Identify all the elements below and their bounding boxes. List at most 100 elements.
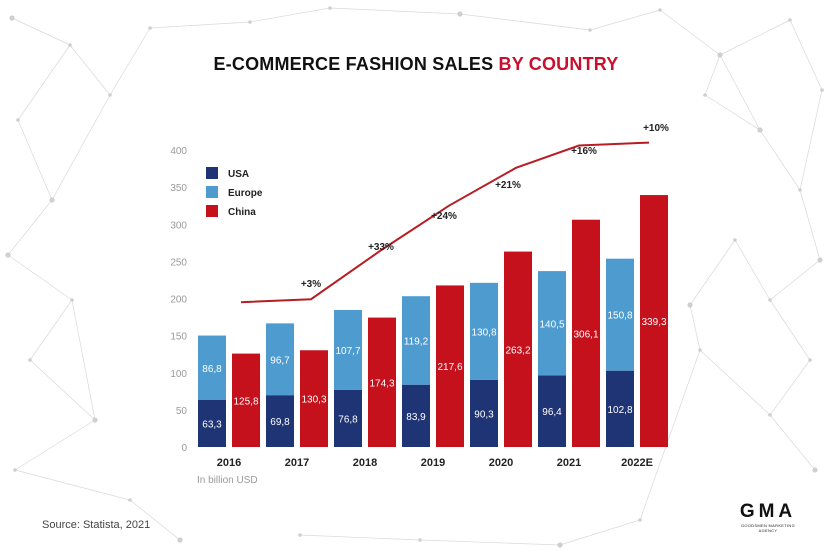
bar-europe <box>334 310 362 390</box>
network-node <box>16 118 20 122</box>
legend-label: China <box>228 207 256 218</box>
bar-europe <box>266 323 294 396</box>
network-link <box>799 89 823 191</box>
x-tick-label: 2019 <box>421 457 445 469</box>
network-link <box>769 359 811 416</box>
bar-china <box>572 219 600 447</box>
bar-china <box>368 317 396 447</box>
network-link <box>759 129 801 191</box>
bar-usa <box>266 395 294 447</box>
network-node <box>92 417 98 423</box>
growth-trend-line <box>240 141 650 304</box>
growth-annotation: +33% <box>368 242 394 253</box>
bar-europe <box>470 282 498 380</box>
network-link <box>14 419 96 471</box>
x-tick-label: 2017 <box>285 457 309 469</box>
bar-europe <box>402 296 430 385</box>
network-link <box>769 259 821 301</box>
network-link <box>299 534 421 541</box>
network-link <box>17 44 71 121</box>
network-node <box>298 533 302 537</box>
network-link <box>249 7 331 23</box>
network-link <box>7 199 53 256</box>
x-tick-label: 2018 <box>353 457 377 469</box>
data-label-usa: 90,3 <box>474 409 494 420</box>
bar-usa <box>334 389 362 447</box>
network-link <box>639 349 701 521</box>
network-node <box>5 252 11 258</box>
data-label-china: 174,3 <box>369 378 394 389</box>
data-label-usa: 76,8 <box>338 414 358 425</box>
network-link <box>11 17 71 46</box>
network-node <box>9 15 15 21</box>
network-link <box>719 19 791 56</box>
network-node <box>757 127 763 133</box>
network-node <box>13 468 17 472</box>
y-tick-label: 350 <box>170 183 187 194</box>
bar-usa <box>198 399 226 447</box>
legend-label: Europe <box>228 188 263 199</box>
network-link <box>789 19 823 91</box>
legend-swatch <box>206 167 218 179</box>
data-label-europe: 150,8 <box>607 311 632 322</box>
bar-usa <box>470 379 498 447</box>
y-tick-label: 0 <box>181 443 187 454</box>
bar-china <box>504 251 532 447</box>
data-label-europe: 107,7 <box>335 346 360 357</box>
network-link <box>719 54 761 131</box>
chart-title-main: E-COMMERCE FASHION SALES <box>213 54 499 74</box>
y-tick-label: 400 <box>170 146 187 157</box>
y-tick-label: 50 <box>176 406 188 417</box>
data-label-china: 263,2 <box>505 345 530 356</box>
growth-annotation: +16% <box>571 146 597 157</box>
x-tick-label: 2022E <box>621 457 653 469</box>
network-node <box>248 20 252 24</box>
x-tick-label: 2020 <box>489 457 513 469</box>
network-node <box>817 257 823 263</box>
network-node <box>457 11 463 17</box>
chart-title-accent: BY COUNTRY <box>498 54 619 74</box>
gma-logo: GMA GOODSMEN MARKETING AGENCY <box>733 501 803 533</box>
growth-annotation: +24% <box>431 211 457 222</box>
data-label-usa: 83,9 <box>406 412 426 423</box>
bar-china <box>232 353 260 447</box>
network-link <box>71 299 96 421</box>
bar-usa <box>402 384 430 447</box>
network-node <box>768 413 772 417</box>
growth-annotation: +21% <box>495 180 521 191</box>
y-tick-label: 200 <box>170 295 187 306</box>
network-node <box>717 52 723 58</box>
bar-usa <box>606 370 634 447</box>
data-label-usa: 63,3 <box>202 419 222 430</box>
data-label-usa: 96,4 <box>542 407 562 418</box>
network-link <box>14 469 131 501</box>
logo-mark: GMA <box>739 501 797 522</box>
data-label-china: 125,8 <box>233 396 258 407</box>
network-node <box>788 18 792 22</box>
network-node <box>703 93 707 97</box>
growth-annotation: +3% <box>301 279 321 290</box>
network-node <box>557 542 563 548</box>
network-link <box>7 254 73 301</box>
data-label-china: 217,6 <box>437 362 462 373</box>
data-label-china: 130,3 <box>301 395 326 406</box>
unit-note: In billion USD <box>197 475 258 486</box>
network-node <box>70 298 74 302</box>
bar-china <box>300 350 328 447</box>
y-tick-label: 300 <box>170 220 187 231</box>
network-node <box>108 93 112 97</box>
network-link <box>689 239 736 306</box>
data-label-china: 306,1 <box>573 329 598 340</box>
data-label-europe: 130,8 <box>471 327 496 338</box>
y-tick-label: 250 <box>170 257 187 268</box>
network-link <box>29 359 96 421</box>
data-label-usa: 102,8 <box>607 405 632 416</box>
network-link <box>559 519 641 546</box>
network-link <box>734 239 771 301</box>
network-node <box>328 6 332 10</box>
network-link <box>589 9 661 31</box>
source-note: Source: Statista, 2021 <box>42 519 151 531</box>
network-link <box>704 94 761 131</box>
